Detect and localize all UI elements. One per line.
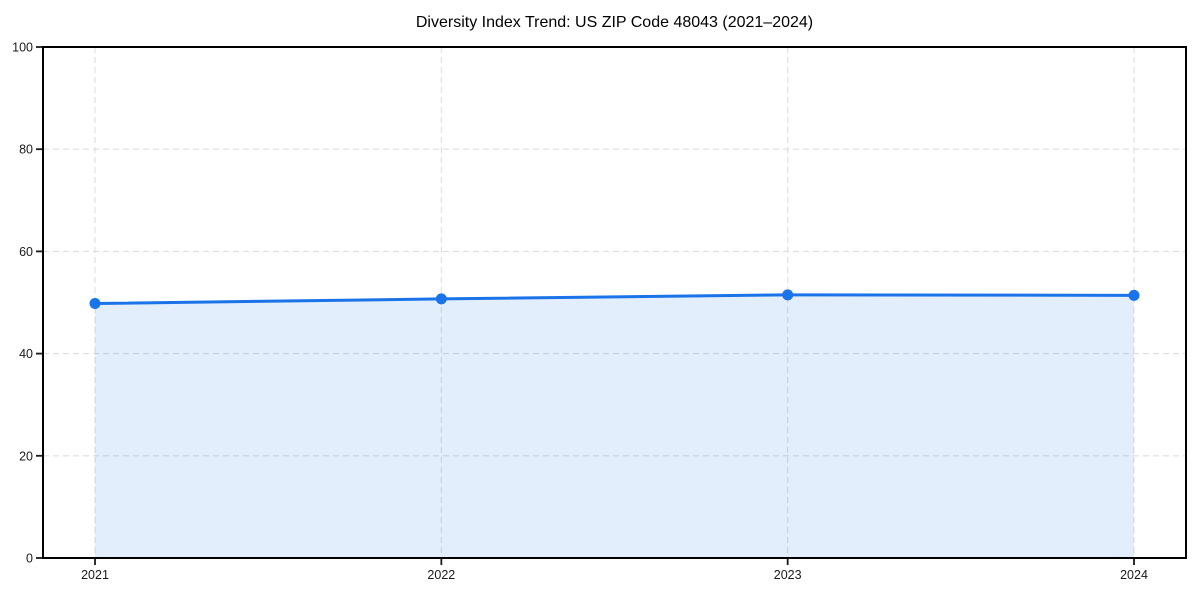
y-tick-label: 100 <box>12 41 33 55</box>
chart-title: Diversity Index Trend: US ZIP Code 48043… <box>416 14 813 31</box>
x-tick-labels: 2021 2022 2023 2024 <box>81 568 1148 582</box>
axis-tick-marks <box>36 46 1135 565</box>
y-tick-label: 20 <box>19 449 33 463</box>
plot-border <box>42 46 1187 559</box>
y-tick-label: 60 <box>19 245 33 259</box>
y-tick-label: 0 <box>26 552 33 566</box>
data-points <box>89 289 1140 310</box>
trend-line <box>93 293 1136 306</box>
y-tick-label: 80 <box>19 143 33 157</box>
x-tick-label: 2022 <box>427 568 455 582</box>
x-tick-label: 2021 <box>81 568 109 582</box>
data-point-marker <box>782 289 794 301</box>
data-point-marker <box>435 293 447 305</box>
x-tick-label: 2024 <box>1120 568 1148 582</box>
data-point-marker <box>89 298 101 310</box>
y-tick-labels: 0 20 40 60 80 100 <box>12 41 33 566</box>
y-tick-label: 40 <box>19 347 33 361</box>
data-point-marker <box>1128 289 1140 301</box>
x-tick-label: 2023 <box>774 568 802 582</box>
area-fill <box>95 294 1134 558</box>
